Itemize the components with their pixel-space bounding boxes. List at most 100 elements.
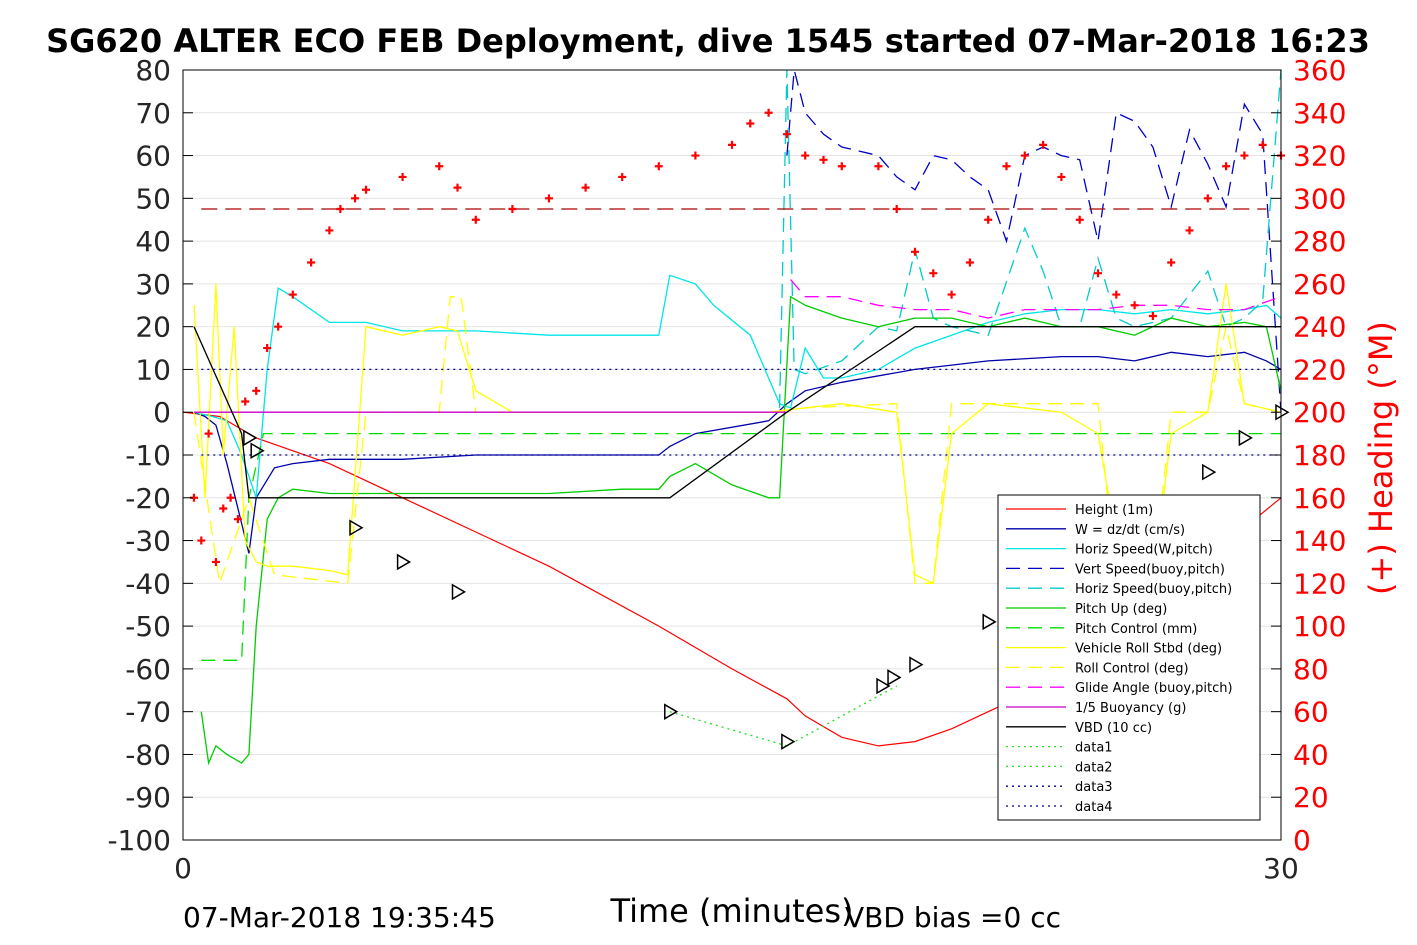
heading-point [1039,140,1048,149]
heading-point [1002,162,1011,171]
left-tick-label: 20 [135,311,171,344]
heading-point [219,504,228,513]
heading-point [764,108,773,117]
right-tick-label: 260 [1293,268,1346,301]
heading-point [874,162,883,171]
heading-point [618,172,627,181]
height-marker [1202,463,1217,481]
heading-point [1112,290,1121,299]
legend: Height (1m) W = dz/dt (cm/s) Horiz Speed(W… [997,494,1261,821]
right-tick-label: 180 [1293,439,1346,472]
heading-point [307,258,316,267]
right-tick-label: 20 [1293,781,1329,814]
chart-title: SG620 ALTER ECO FEB Deployment, dive 154… [46,22,1370,60]
heading-point [984,215,993,224]
left-tick-label: 70 [135,97,171,130]
left-tick-label: 10 [135,353,171,386]
heading-point [911,247,919,256]
legend-label-roll_ctl: Roll Control (deg) [1075,661,1189,676]
heading-point [746,119,755,128]
legend-label-vert_buoy: Vert Speed(buoy,pitch) [1075,562,1225,577]
heading-point [398,172,407,181]
heading-point [233,515,242,524]
legend-label-w: W = dz/dt (cm/s) [1075,523,1185,538]
heading-layer [189,108,1285,566]
heading-point [1057,172,1066,181]
footer-vbd-bias: VBD bias =0 cc [845,901,1061,934]
heading-point [204,429,213,438]
series-vbd-line [193,326,1281,499]
left-tick-label: -20 [125,482,171,515]
left-tick-label: -50 [125,610,171,643]
heading-point [801,151,810,160]
heading-point [274,322,283,331]
right-tick-label: 200 [1293,396,1346,429]
heading-point [1185,226,1194,235]
right-axis-label: (+) Heading (°M) [1362,321,1400,595]
x-axis-label: Time (minutes) [610,892,854,930]
height-marker [396,553,412,571]
heading-point [782,130,791,139]
height-marker [664,703,679,720]
height-markers [243,403,1290,750]
heading-point [947,290,956,299]
legend-label-height: Height (1m) [1075,503,1153,518]
x-tick-label: 30 [1263,852,1299,885]
heading-point [508,205,517,214]
legend-label-glide: Glide Angle (buoy,pitch) [1075,681,1233,696]
legend-label-buoy: 1/5 Buoyancy (g) [1075,701,1186,716]
legend-label-data3: data3 [1075,780,1113,795]
heading-point [362,185,370,194]
legend-label-pitch_ctl: Pitch Control (mm) [1075,622,1197,637]
height-marker [909,656,924,673]
right-tick-label: 0 [1293,824,1311,857]
height-marker [349,519,364,537]
heading-point [1240,151,1249,160]
right-tick-label: 120 [1293,567,1346,600]
left-tick-label: -30 [125,525,171,558]
left-tick-label: -70 [125,696,171,729]
series-vert_buoy-line [786,69,1282,413]
left-tick-label: 30 [135,268,171,301]
height-marker [781,733,796,750]
heading-point [1075,215,1084,224]
height-marker [243,429,258,447]
heading-point [211,557,220,566]
footer-timestamp: 07-Mar-2018 19:35:45 [183,901,496,934]
heading-point [226,493,235,502]
heading-point [1148,311,1157,320]
right-tick-label: 360 [1293,54,1346,87]
heading-point [351,194,360,203]
heading-point [691,151,700,160]
heading-point [325,226,334,235]
legend-label-vbd: VBD (10 cc) [1075,721,1152,736]
left-tick-label: 50 [135,182,171,215]
height-marker [887,669,902,686]
series-glide-line [790,279,1282,319]
series-horiz_buoy-line [778,69,1282,408]
height-marker [1238,429,1253,447]
heading-point [435,162,444,171]
left-tick-label: 80 [135,54,171,87]
height-marker [982,613,997,631]
right-tick-label: 60 [1293,696,1329,729]
series-horiz_w-line [193,274,1282,499]
heading-point [252,386,261,395]
heading-point [336,205,345,214]
heading-point [197,536,206,545]
heading-point [263,344,272,353]
left-axis-ticks: 80 70 60 50 40 30 20 10 0 -10 -20 -30 -40 -50 -60 -70 -8… [107,54,193,857]
heading-point [241,397,250,406]
right-tick-label: 340 [1293,97,1346,130]
legend-label-roll: Vehicle Roll Stbd (deg) [1075,642,1222,657]
legend-label-horiz_buoy: Horiz Speed(buoy,pitch) [1075,582,1232,597]
left-tick-label: -60 [125,653,171,686]
series-data1-line [669,685,898,747]
right-tick-label: 320 [1293,140,1346,173]
left-tick-label: -90 [125,781,171,814]
right-tick-label: 100 [1293,610,1346,643]
heading-point [837,162,846,171]
heading-point [545,194,553,203]
heading-point [892,205,901,214]
